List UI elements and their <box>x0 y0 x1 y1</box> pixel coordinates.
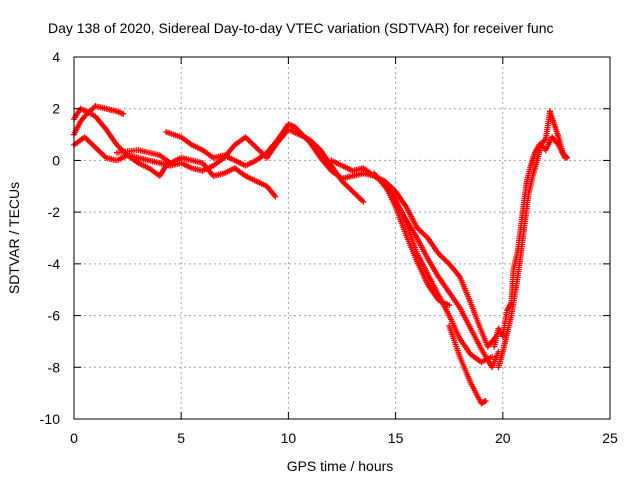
data-points <box>71 103 571 407</box>
y-tick-label: -4 <box>48 256 61 272</box>
data-markers <box>446 322 489 407</box>
data-markers <box>371 170 502 371</box>
series-trace-4 <box>113 147 279 200</box>
x-tick-label: 0 <box>70 430 78 446</box>
y-tick-label: -8 <box>48 359 61 375</box>
x-tick-label: 5 <box>177 430 185 446</box>
data-markers <box>381 180 453 309</box>
y-tick-label: 2 <box>52 101 60 117</box>
y-tick-label: 4 <box>52 49 60 65</box>
data-markers <box>495 134 568 371</box>
series-trace-7 <box>371 170 502 371</box>
axis-ticks: 0 5 10 15 20 25 -10 -8 -6 -4 -2 0 2 4 <box>40 49 618 446</box>
x-axis-label: GPS time / hours <box>287 458 394 474</box>
x-tick-label: 10 <box>281 430 297 446</box>
data-markers <box>163 121 496 366</box>
grid <box>74 57 610 419</box>
series-trace-9 <box>446 322 489 407</box>
series-trace-8 <box>381 180 453 309</box>
series-trace-5 <box>163 121 496 366</box>
y-tick-label: -10 <box>40 411 60 427</box>
x-tick-label: 20 <box>495 430 511 446</box>
series-trace-11 <box>495 134 568 371</box>
x-tick-label: 15 <box>388 430 404 446</box>
y-tick-label: -6 <box>48 308 61 324</box>
data-markers <box>113 147 279 200</box>
x-tick-label: 25 <box>602 430 618 446</box>
chart-title: Day 138 of 2020, Sidereal Day-to-day VTE… <box>48 20 554 36</box>
y-tick-label: 0 <box>52 152 60 168</box>
plot-frame <box>73 56 611 420</box>
y-tick-label: -2 <box>48 204 61 220</box>
y-axis-label: SDTVAR / TECUs <box>6 182 22 294</box>
